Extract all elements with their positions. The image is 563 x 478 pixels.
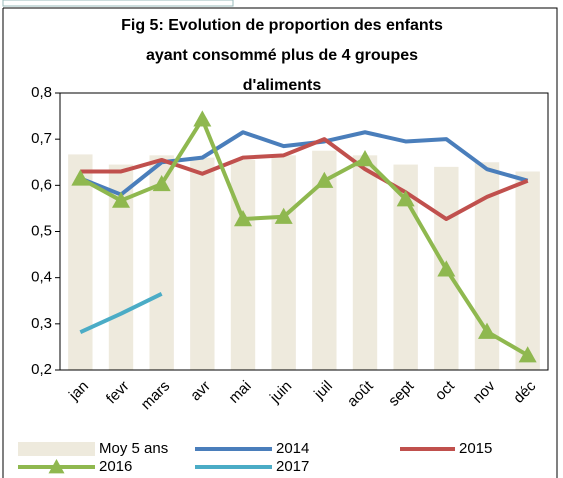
marker [356, 150, 374, 167]
y-tick-label: 0,5 [31, 222, 52, 239]
bar [190, 157, 215, 370]
x-tick-label: sept [385, 377, 418, 410]
legend-label: 2015 [459, 440, 492, 457]
bar [230, 159, 256, 370]
x-tick-label: nov [470, 377, 499, 406]
x-tick-label: août [344, 377, 377, 410]
x-tick-label: avr [187, 378, 214, 405]
chart-title: d'aliments [243, 77, 322, 94]
marker [518, 346, 537, 363]
cropped-box [2, 0, 234, 7]
y-tick-label: 0,4 [31, 269, 52, 286]
marker [396, 190, 415, 207]
x-tick-label: juil [310, 378, 336, 404]
line-series [80, 137, 529, 222]
legend-label: Moy 5 ans [99, 440, 168, 457]
bar [68, 154, 93, 370]
marker [478, 322, 496, 339]
x-tick-label: jan [65, 378, 92, 405]
line-series [79, 117, 529, 357]
marker [112, 191, 130, 208]
legend-swatch [18, 442, 95, 456]
legend-label: 2014 [276, 440, 309, 457]
line-series [79, 292, 163, 334]
marker [234, 210, 252, 227]
line-series [79, 130, 529, 197]
legend-marker [48, 459, 65, 474]
x-tick-label: mai [226, 378, 255, 407]
chart-frame [2, 7, 558, 478]
marker [315, 171, 334, 188]
marker [437, 260, 456, 277]
legend-label: 2017 [276, 458, 309, 475]
chart-title: ayant consommé plus de 4 groupes [146, 47, 418, 64]
y-tick-label: 0,8 [31, 84, 52, 101]
marker [193, 110, 212, 127]
bar [515, 171, 540, 370]
y-tick-label: 0,7 [31, 130, 52, 147]
marker [152, 174, 171, 192]
x-tick-label: juin [266, 378, 295, 407]
x-tick-label: déc [510, 377, 539, 406]
bar [352, 155, 378, 370]
y-tick-label: 0,3 [31, 315, 52, 332]
x-tick-label: mars [138, 378, 174, 414]
marker [274, 207, 293, 224]
x-tick-label: oct [432, 377, 459, 404]
bar [271, 155, 296, 370]
x-tick-label: fevr [103, 378, 133, 408]
y-tick-label: 0,6 [31, 176, 52, 193]
legend-label: 2016 [99, 458, 132, 475]
chart-title: Fig 5: Evolution de proportion des enfan… [121, 17, 443, 34]
y-tick-label: 0,2 [31, 361, 52, 378]
marker [71, 169, 90, 186]
